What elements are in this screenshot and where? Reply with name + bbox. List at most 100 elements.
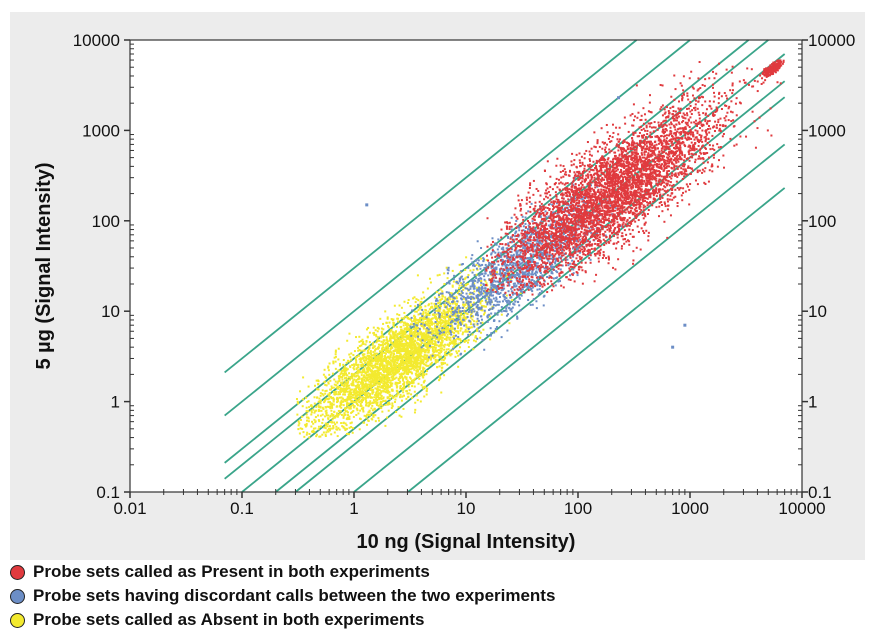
data-point <box>319 402 322 405</box>
data-point <box>472 339 475 342</box>
data-point <box>364 394 367 397</box>
data-point <box>426 337 429 340</box>
data-point <box>470 309 473 312</box>
data-point <box>345 407 348 410</box>
data-point <box>393 349 396 352</box>
data-point <box>408 336 411 339</box>
data-point <box>414 310 417 313</box>
data-point <box>485 301 488 304</box>
data-point <box>407 365 410 368</box>
data-point <box>556 212 559 215</box>
data-point <box>420 370 423 373</box>
data-point <box>568 262 571 265</box>
data-point <box>415 363 418 366</box>
data-point <box>374 387 377 390</box>
data-point <box>326 397 329 400</box>
data-point <box>493 319 496 322</box>
data-point <box>394 343 397 346</box>
data-point <box>506 300 509 303</box>
data-point <box>335 384 338 387</box>
data-point <box>416 352 419 355</box>
data-point <box>552 266 555 269</box>
data-point <box>404 350 407 353</box>
data-point <box>502 277 505 280</box>
data-point <box>334 360 337 363</box>
data-point <box>373 376 376 379</box>
data-point <box>430 345 433 348</box>
data-point <box>341 374 344 377</box>
data-point <box>447 291 450 294</box>
data-point <box>367 374 370 377</box>
data-point <box>501 247 504 250</box>
data-point <box>364 392 367 395</box>
data-point <box>448 332 451 335</box>
data-point <box>303 435 306 438</box>
data-point <box>482 257 485 260</box>
data-point <box>502 279 505 282</box>
data-point <box>332 424 335 427</box>
data-point <box>397 379 400 382</box>
data-point <box>459 327 462 330</box>
data-point <box>427 328 430 331</box>
data-point <box>387 377 390 380</box>
data-point <box>363 389 366 392</box>
data-point <box>345 367 348 370</box>
data-point <box>396 317 399 320</box>
data-point <box>396 362 399 365</box>
data-point <box>324 422 327 425</box>
data-point <box>354 391 357 394</box>
data-point <box>510 274 513 277</box>
data-point <box>362 398 365 401</box>
data-point <box>500 310 503 313</box>
data-point <box>512 244 515 247</box>
data-point <box>405 350 408 353</box>
data-point <box>533 250 536 253</box>
data-point <box>558 241 561 244</box>
data-point <box>456 325 459 328</box>
data-point <box>422 372 425 375</box>
data-point <box>404 361 407 364</box>
data-point <box>405 376 408 379</box>
data-point <box>452 346 455 349</box>
data-point <box>405 364 408 367</box>
data-point <box>427 334 430 337</box>
data-point <box>414 408 417 411</box>
data-point <box>346 416 349 419</box>
data-point <box>400 364 403 367</box>
data-point <box>377 359 380 362</box>
data-point <box>428 349 431 352</box>
data-point <box>416 342 419 345</box>
data-point <box>322 373 325 376</box>
data-point <box>402 349 405 352</box>
data-point <box>493 267 496 270</box>
data-point <box>431 339 434 342</box>
data-point <box>539 284 542 287</box>
data-point <box>352 374 355 377</box>
data-point <box>527 210 530 213</box>
data-point <box>425 316 428 319</box>
data-point <box>440 334 443 337</box>
data-point <box>485 265 488 268</box>
data-point <box>455 295 458 298</box>
data-point <box>505 294 508 297</box>
data-point <box>351 400 354 403</box>
data-point <box>469 316 472 319</box>
data-point <box>332 390 335 393</box>
data-point <box>514 232 517 235</box>
data-point <box>319 406 322 409</box>
data-point <box>484 294 487 297</box>
data-point <box>457 305 460 308</box>
data-point <box>368 368 371 371</box>
data-point <box>428 303 431 306</box>
data-point <box>400 348 403 351</box>
data-point <box>435 297 438 300</box>
data-point <box>385 389 388 392</box>
data-point <box>497 263 500 266</box>
data-point <box>358 384 361 387</box>
data-point <box>505 314 508 317</box>
data-point <box>380 394 383 397</box>
data-point <box>524 216 527 219</box>
data-point <box>452 342 455 345</box>
data-point <box>406 348 409 351</box>
data-point <box>483 275 486 278</box>
